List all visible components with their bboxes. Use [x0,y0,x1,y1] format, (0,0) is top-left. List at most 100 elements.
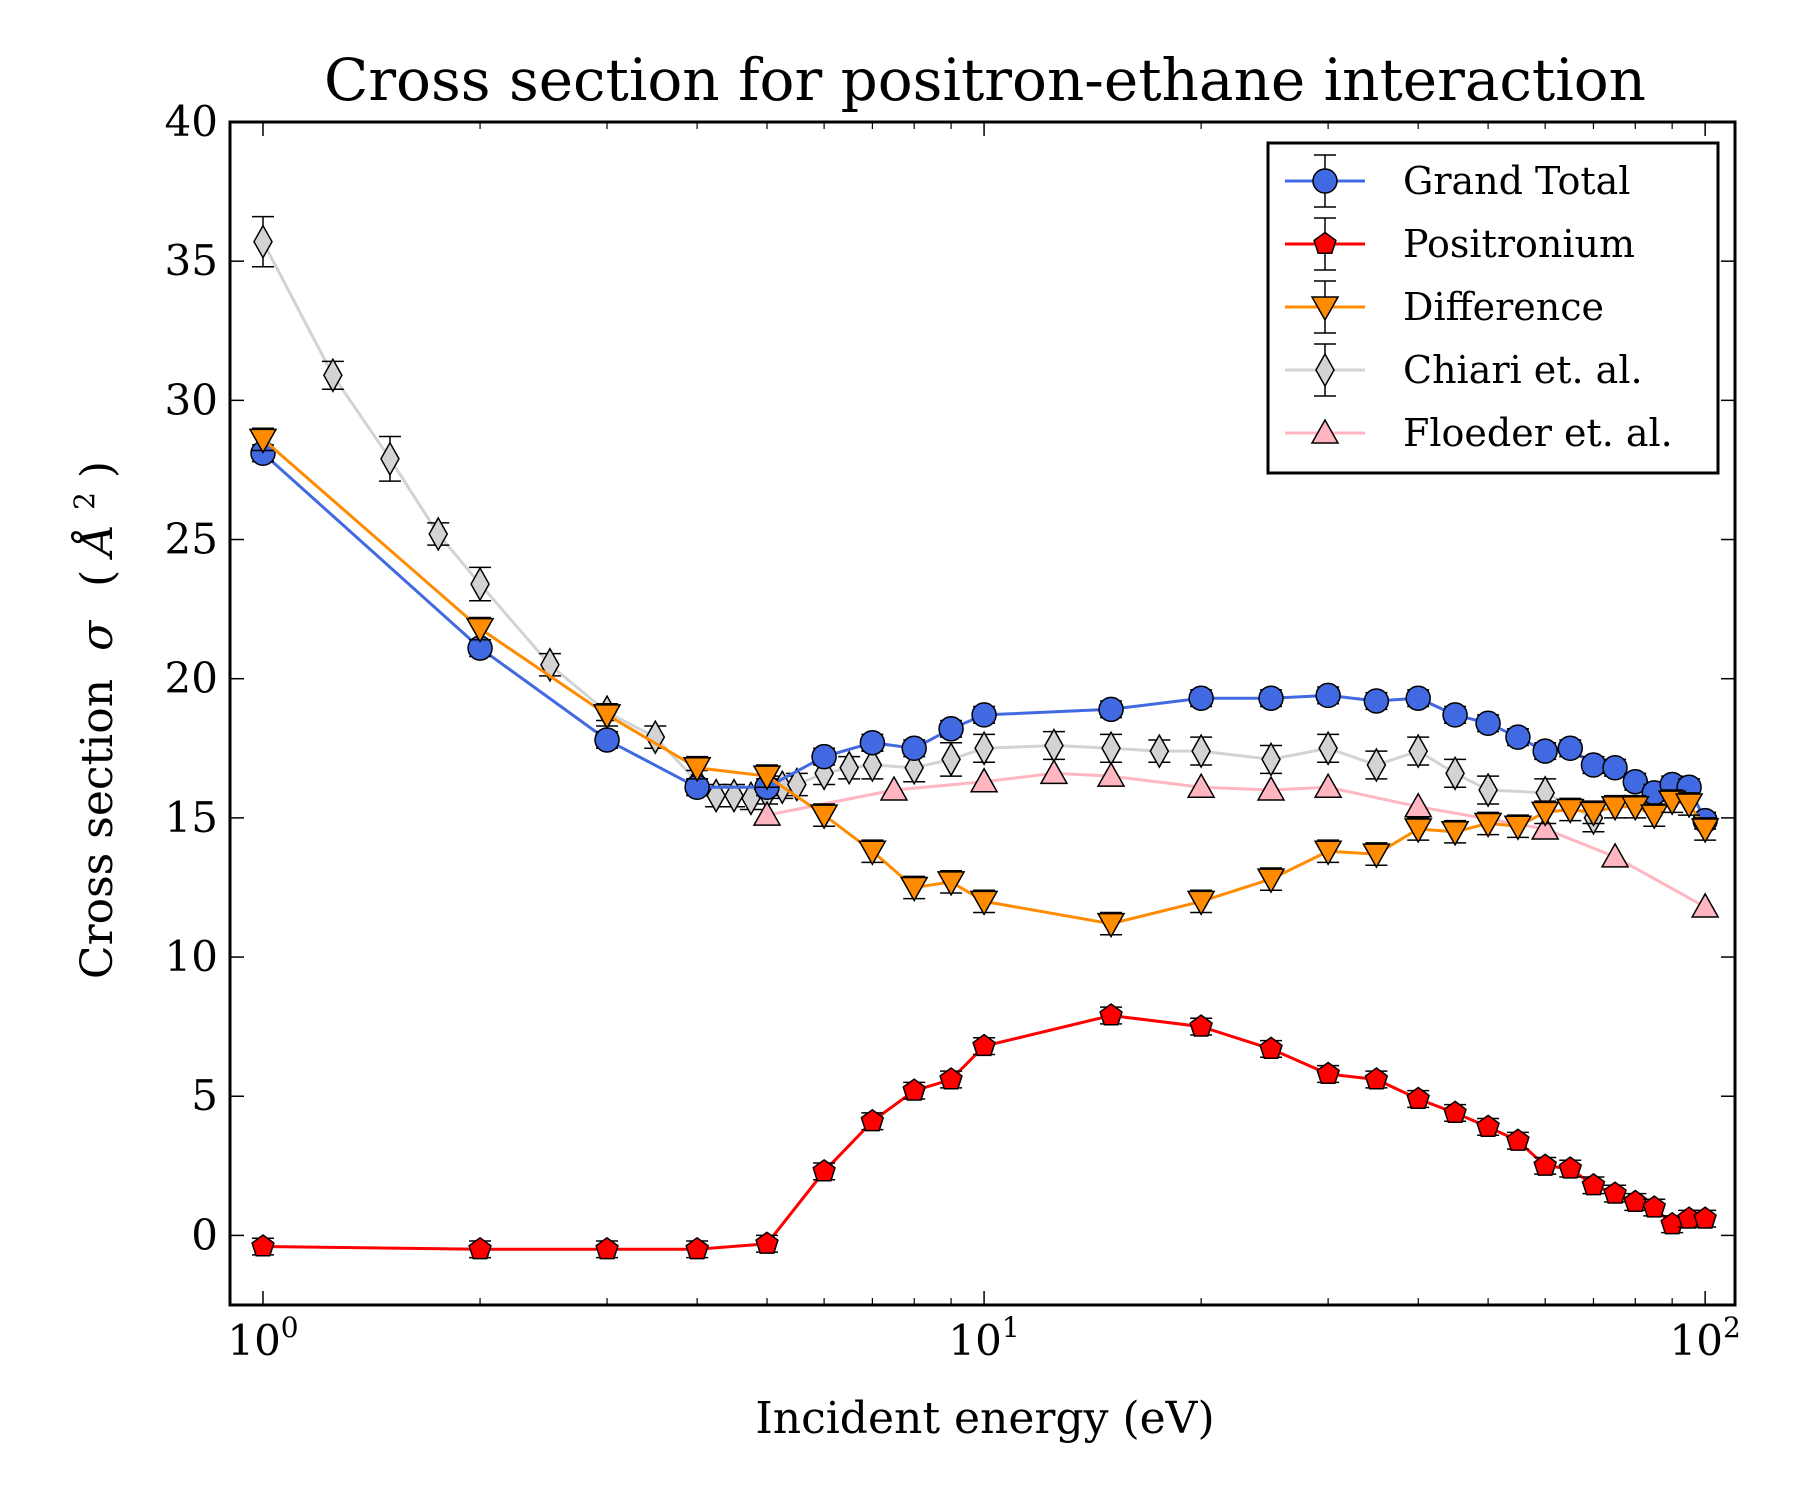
data-point [1403,792,1433,818]
series-grand-total [250,440,1718,834]
data-point [1639,804,1669,830]
y-tick-label: 5 [191,1071,218,1120]
data-point [1622,768,1649,795]
legend-marker [1315,352,1335,388]
y-tick-label: 20 [165,654,218,703]
data-point [1261,741,1281,777]
data-point [1532,738,1558,764]
data-point [811,743,837,770]
data-point [1096,761,1126,787]
data-point [1405,685,1431,711]
legend-marker [1312,168,1338,194]
data-point [839,750,860,786]
legend-label: Difference [1403,285,1604,329]
data-point [1408,733,1429,769]
data-point [1406,1086,1430,1110]
plot-area [228,120,1737,1307]
data-point [1473,812,1503,838]
axis-ticks: 0 5 10 15 20 25 30 35 40 100 101 102 [165,97,1741,1365]
data-point [1690,818,1720,844]
y-tick-label: 30 [165,375,218,424]
data-point [428,516,449,552]
data-point [755,1231,779,1254]
data-point [380,441,400,477]
data-point [939,1067,963,1090]
y-tick-label: 10 [165,932,218,981]
data-point [1620,795,1650,822]
y-axis-label: Cross section σ ( Å 2 ) [54,461,123,979]
data-point [1557,735,1583,762]
data-point [752,765,782,791]
data-point [1505,724,1531,750]
data-point [1600,795,1630,822]
y-axis-label-unit-exponent: 2 [68,492,101,510]
legend-label: Grand Total [1403,159,1630,203]
data-point [595,1236,619,1260]
data-point [1316,1061,1340,1085]
data-point [1364,1067,1389,1090]
y-axis-label-open-paren: ( [72,570,123,587]
legend-entry: Grand Total [1285,154,1630,208]
y-axis-label-main: Cross section [72,679,123,979]
data-point [1530,801,1560,827]
x-axis-label: Incident energy (eV) [755,1393,1214,1444]
data-point [253,224,273,260]
data-point [972,1033,996,1057]
series-line [766,771,1706,909]
data-point [248,428,278,454]
plot-frame [228,120,1737,1307]
data-point [1533,1153,1557,1176]
data-point [969,767,999,793]
data-point [1403,818,1433,844]
y-axis-label-close-paren: ) [72,461,123,478]
legend-label: Chiari et. al. [1403,348,1643,392]
data-point [1579,801,1608,827]
data-point [1191,733,1212,769]
y-tick-label: 25 [165,515,218,564]
data-point [1186,890,1216,916]
data-point [1602,755,1628,781]
data-point [1475,710,1501,736]
data-point [752,800,782,826]
data-point [1674,793,1704,819]
y-tick-label: 35 [165,236,218,285]
series-line [262,438,1707,926]
legend-marker [1310,296,1340,322]
data-point [1256,775,1286,801]
data-point [1315,682,1341,709]
data-point [938,716,964,742]
data-point [1189,1014,1213,1037]
data-point [470,566,490,602]
data-point [809,804,839,830]
data-point [1318,730,1338,766]
data-point [251,1234,275,1257]
data-point [859,729,886,756]
y-tick-label: 15 [165,793,218,842]
data-point [1259,1036,1283,1059]
data-point [1363,688,1390,714]
data-point [465,617,495,644]
data-point [323,357,343,393]
data-point [860,1108,885,1132]
data-point [1313,772,1343,799]
y-tick-label: 0 [191,1210,218,1259]
data-point [1600,842,1630,868]
data-point [1440,821,1470,847]
x-tick-label: 102 [1670,1311,1741,1365]
data-point [941,741,961,777]
data-point [594,727,620,753]
data-point [1188,685,1214,711]
series-floeder-et-al [752,758,1720,918]
y-axis-label-unit: Å [70,524,123,561]
legend-entry: Positronium [1285,217,1635,271]
data-point [1558,1156,1583,1179]
data-point [1623,1189,1648,1213]
data-point [974,730,994,766]
data-point [1442,702,1468,728]
data-point [812,1158,836,1182]
data-point [1603,1181,1627,1204]
data-point [1186,772,1216,799]
data-point [1443,1100,1467,1123]
